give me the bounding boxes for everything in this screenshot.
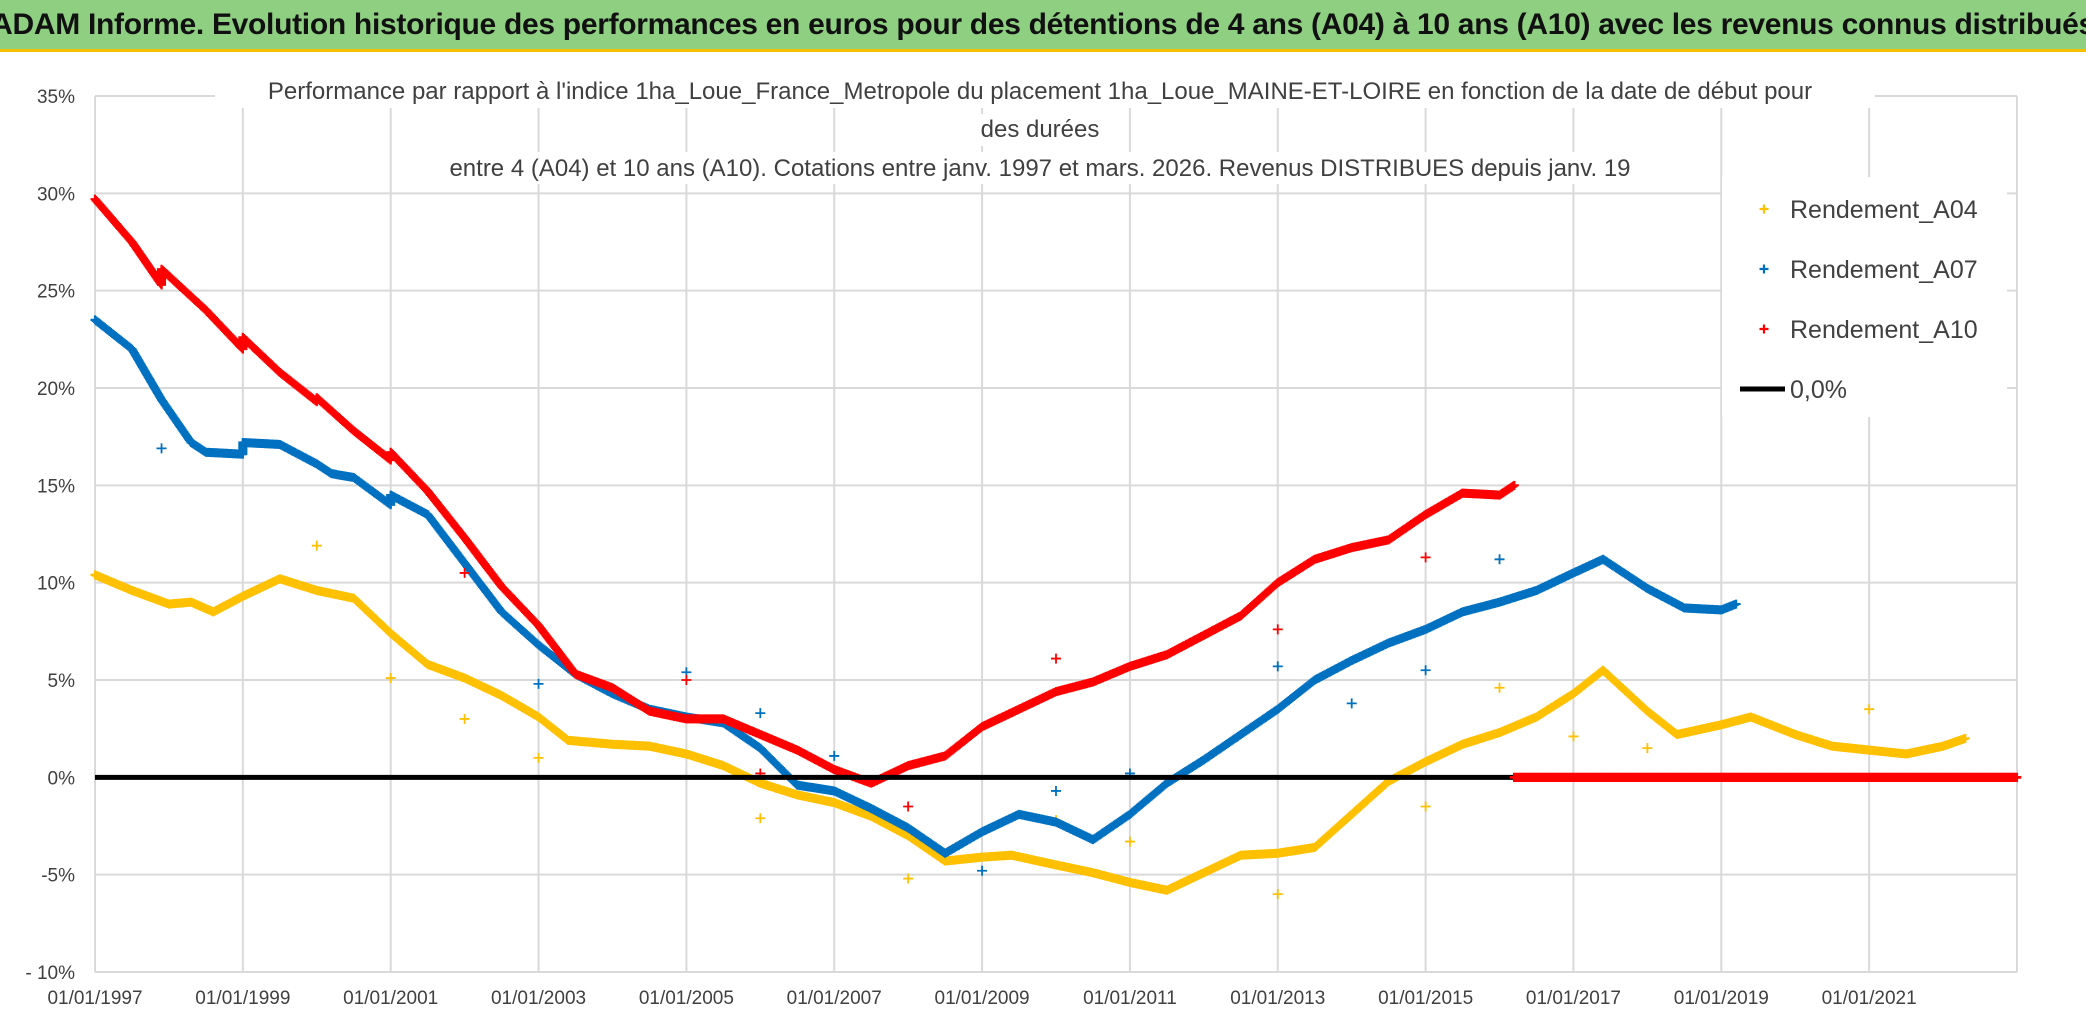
x-tick-label: 01/01/2015	[1378, 988, 1473, 1009]
legend: Rendement_A04 Rendement_A07 Rendement_A10 0…	[1722, 177, 2007, 417]
y-tick-label: 35%	[37, 87, 75, 108]
outlier-point	[385, 673, 396, 684]
data-point	[1731, 599, 1741, 609]
outlier-point	[977, 865, 988, 876]
y-tick-label: 20%	[37, 379, 75, 400]
y-tick-label: 25%	[37, 282, 75, 303]
legend-item: Rendement_A07	[1759, 256, 1978, 284]
chart: 35% 30% 25% 20% 15% 10% 5% 0% -5% - 10% 01/01/199…	[0, 52, 2086, 1031]
x-tick-label: 01/01/1999	[195, 988, 290, 1009]
outlier-point	[1124, 836, 1135, 847]
outlier-point	[533, 678, 544, 689]
outlier-point	[1051, 785, 1061, 796]
y-tick-label: 30%	[37, 184, 75, 205]
chart-title-line-3: entre 4 (A04) et 10 ans (A10). Cotations…	[449, 155, 1630, 182]
y-axis: 35% 30% 25% 20% 15% 10% 5% 0% -5% - 10%	[25, 87, 75, 984]
y-tick-label: 15%	[37, 476, 75, 497]
outlier-point	[1420, 801, 1431, 812]
legend-label: Rendement_A10	[1790, 316, 1978, 344]
outlier-point	[311, 540, 322, 551]
x-tick-label: 01/01/2013	[1230, 988, 1325, 1009]
outlier-point	[1494, 682, 1505, 693]
y-tick-label: 10%	[37, 574, 75, 595]
series-Rendement_A10-tail	[1509, 772, 2022, 782]
x-tick-label: 01/01/2001	[343, 988, 438, 1009]
x-tick-label: 01/01/2007	[787, 988, 882, 1009]
data-point	[1960, 733, 1970, 743]
legend-label: 0,0%	[1790, 376, 1847, 404]
x-tick-label: 01/01/2011	[1083, 988, 1177, 1009]
y-tick-label: 5%	[48, 671, 76, 692]
outlier-point	[1494, 554, 1505, 565]
chart-title-line-1: Performance par rapport à l'indice 1ha_L…	[268, 78, 1812, 105]
x-tick-label: 01/01/2005	[639, 988, 734, 1009]
plot-series	[90, 194, 2022, 900]
x-tick-label: 01/01/2019	[1674, 988, 1769, 1009]
x-tick-label: 01/01/2003	[491, 988, 586, 1009]
banner-title: ADAM Informe. Evolution historique des p…	[0, 7, 2086, 41]
outlier-point	[1642, 743, 1653, 754]
y-tick-label: -5%	[41, 866, 75, 887]
outlier-point	[533, 752, 544, 763]
legend-label: Rendement_A04	[1790, 196, 1978, 224]
outlier-point	[1568, 731, 1579, 742]
legend-item: Rendement_A04	[1759, 196, 1978, 224]
x-tick-label: 01/01/1997	[47, 988, 142, 1009]
outlier-point	[459, 713, 470, 724]
legend-label: Rendement_A07	[1790, 256, 1978, 284]
outlier-point	[1272, 661, 1283, 672]
outlier-point	[755, 813, 766, 824]
outlier-point	[755, 708, 766, 719]
outlier-point	[903, 873, 914, 884]
outlier-point	[829, 750, 840, 761]
x-tick-label: 01/01/2021	[1822, 988, 1917, 1009]
x-tick-label: 01/01/2009	[935, 988, 1030, 1009]
y-tick-label: - 10%	[25, 963, 75, 984]
outlier-point	[156, 443, 167, 454]
series-Rendement_A04	[90, 540, 1970, 900]
title-banner: ADAM Informe. Evolution historique des p…	[0, 0, 2086, 52]
legend-item: Rendement_A10	[1759, 316, 1978, 344]
chart-title-line-2: des durées	[981, 116, 1100, 143]
outlier-point	[1420, 665, 1431, 676]
y-tick-label: 0%	[48, 768, 76, 789]
x-axis: 01/01/1997 01/01/1999 01/01/2001 01/01/2003…	[47, 988, 1916, 1009]
series-Rendement_A07	[90, 315, 1741, 876]
outlier-point	[1272, 889, 1283, 900]
outlier-point	[1346, 698, 1357, 709]
outlier-point	[1864, 704, 1875, 715]
x-tick-label: 01/01/2017	[1526, 988, 1621, 1009]
